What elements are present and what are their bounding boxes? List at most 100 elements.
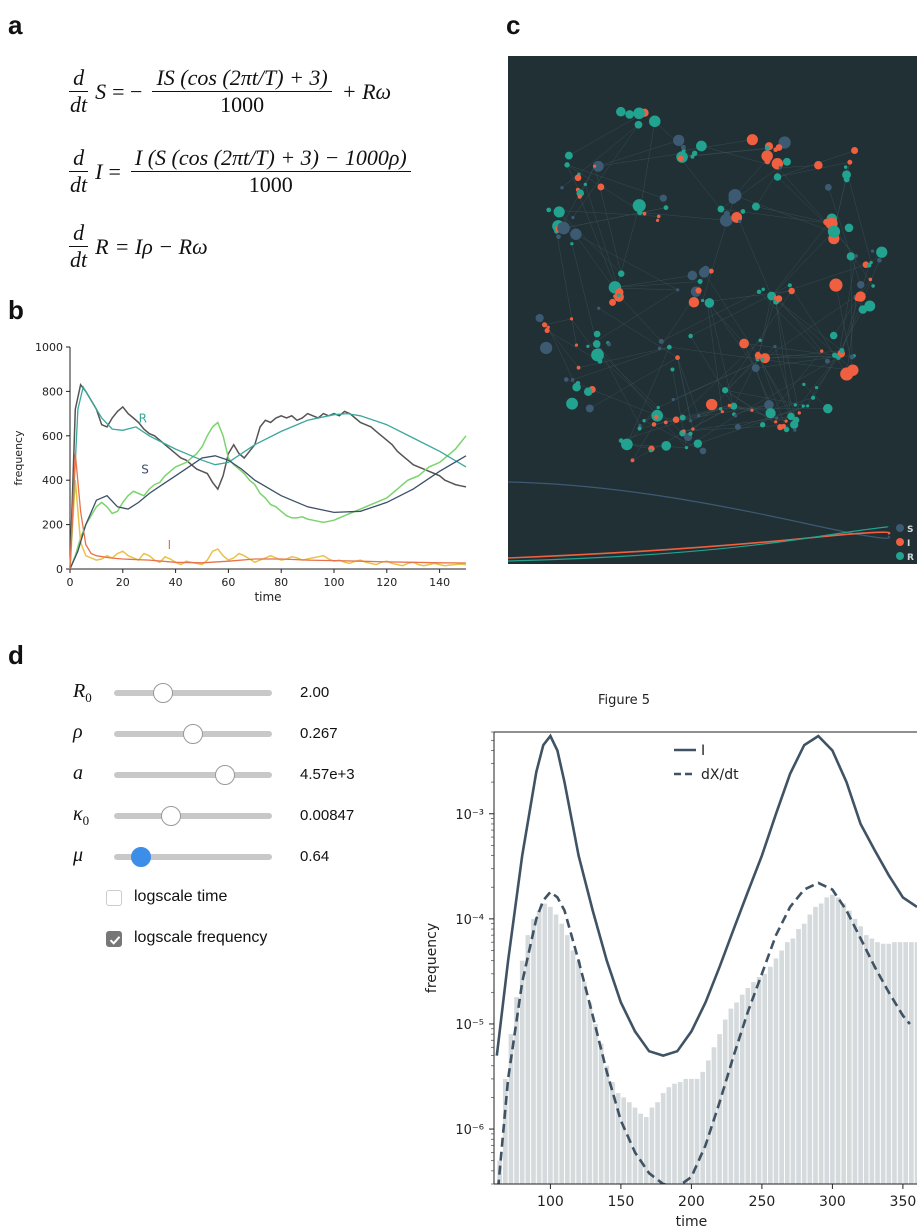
- network-edge: [587, 289, 678, 347]
- network-edge: [572, 124, 639, 218]
- series-line-i: [495, 733, 917, 1057]
- network-node: [824, 183, 832, 191]
- network-edge: [568, 112, 645, 156]
- histogram-bar: [869, 938, 875, 1184]
- network-node: [717, 205, 725, 213]
- series-line-I: [69, 453, 467, 570]
- x-tick-label: 20: [116, 576, 130, 589]
- histogram-bar: [632, 1107, 638, 1184]
- network-edge: [614, 205, 640, 297]
- slider-track[interactable]: [114, 854, 272, 860]
- slider-value: 2.00: [300, 684, 330, 701]
- network-edge: [755, 355, 842, 369]
- network-node: [676, 288, 680, 292]
- slider-thumb[interactable]: [130, 847, 151, 867]
- network-node: [773, 296, 777, 300]
- slider-thumb[interactable]: [152, 683, 173, 703]
- network-node: [656, 405, 660, 410]
- slider-track[interactable]: [114, 772, 272, 778]
- slider-track[interactable]: [114, 690, 272, 696]
- legend-marker-S: [896, 524, 904, 532]
- checkbox-label[interactable]: logscale time: [134, 888, 228, 905]
- slider-thumb[interactable]: [160, 806, 181, 826]
- network-node: [688, 431, 693, 436]
- histogram-bar: [807, 914, 813, 1184]
- equation-var: S: [95, 78, 107, 104]
- network-node: [866, 263, 872, 268]
- network-edge: [548, 209, 659, 217]
- histogram-bar: [576, 960, 581, 1184]
- x-tick-label: 60: [221, 576, 235, 589]
- slider-thumb[interactable]: [183, 724, 203, 744]
- histogram-bar: [852, 918, 858, 1184]
- network-node: [806, 404, 810, 408]
- panel-label-b: b: [8, 295, 24, 325]
- network-node: [661, 441, 672, 451]
- network-node: [802, 382, 806, 387]
- panel-label-d: d: [8, 640, 24, 670]
- network-node: [701, 298, 705, 303]
- network-edge: [598, 152, 684, 167]
- network-node: [814, 386, 819, 390]
- equation-rhs: = Iρ − Rω: [114, 233, 208, 259]
- network-node: [755, 351, 761, 357]
- slider-track[interactable]: [114, 813, 272, 819]
- network-edge: [706, 301, 723, 412]
- histogram-bar: [649, 1107, 655, 1184]
- network-edge: [614, 281, 701, 288]
- network-edge: [755, 367, 770, 405]
- network-edge: [775, 297, 792, 417]
- network-node: [843, 176, 850, 183]
- network-node: [695, 287, 702, 294]
- network-node: [638, 423, 642, 427]
- check-icon: [109, 936, 121, 945]
- network-node: [756, 289, 762, 295]
- simulation-line: [69, 421, 467, 570]
- network-node: [829, 278, 843, 292]
- checkbox-label[interactable]: logscale frequency: [134, 929, 268, 946]
- y-axis-label: frequency: [12, 430, 25, 486]
- network-node: [750, 408, 754, 412]
- network-node: [633, 107, 645, 120]
- network-node: [797, 411, 801, 415]
- network-node: [597, 183, 605, 191]
- x-axis-label: time: [254, 590, 281, 604]
- checkbox[interactable]: [106, 890, 122, 906]
- legend-marker-R: [896, 552, 904, 560]
- slider-thumb[interactable]: [214, 765, 235, 785]
- histogram-bar: [610, 1082, 615, 1184]
- network-edge: [639, 212, 727, 221]
- network-edge: [596, 343, 641, 426]
- network-node: [616, 293, 621, 298]
- network-edge: [771, 230, 835, 297]
- histogram-bar: [728, 1008, 734, 1184]
- network-node: [693, 439, 703, 448]
- network-node: [793, 428, 797, 432]
- network-edge: [611, 275, 693, 289]
- checkbox[interactable]: [106, 931, 122, 947]
- histogram-bar: [875, 942, 880, 1184]
- network-edge: [758, 291, 828, 362]
- histogram-bar: [694, 1078, 700, 1184]
- network-node: [618, 438, 624, 443]
- histogram-bar: [897, 942, 903, 1184]
- network-edge: [639, 121, 656, 213]
- network-node: [570, 242, 574, 246]
- histogram-bar: [655, 1102, 660, 1184]
- network-node: [630, 458, 635, 463]
- histogram-bar: [847, 910, 852, 1184]
- network-edge: [690, 408, 721, 421]
- network-node: [877, 257, 882, 263]
- histogram-bar: [801, 923, 807, 1184]
- slider-value: 4.57e+3: [300, 766, 355, 783]
- network-node: [734, 423, 741, 430]
- histogram-bar: [835, 897, 841, 1184]
- network-edge: [561, 124, 639, 188]
- x-tick-label: 150: [608, 1194, 635, 1210]
- histogram-bar: [542, 903, 548, 1184]
- network-node: [719, 213, 733, 227]
- network-edge: [643, 407, 659, 421]
- y-axis-label: frequency: [424, 923, 440, 993]
- network-node: [697, 279, 703, 285]
- x-tick-label: 80: [274, 576, 288, 589]
